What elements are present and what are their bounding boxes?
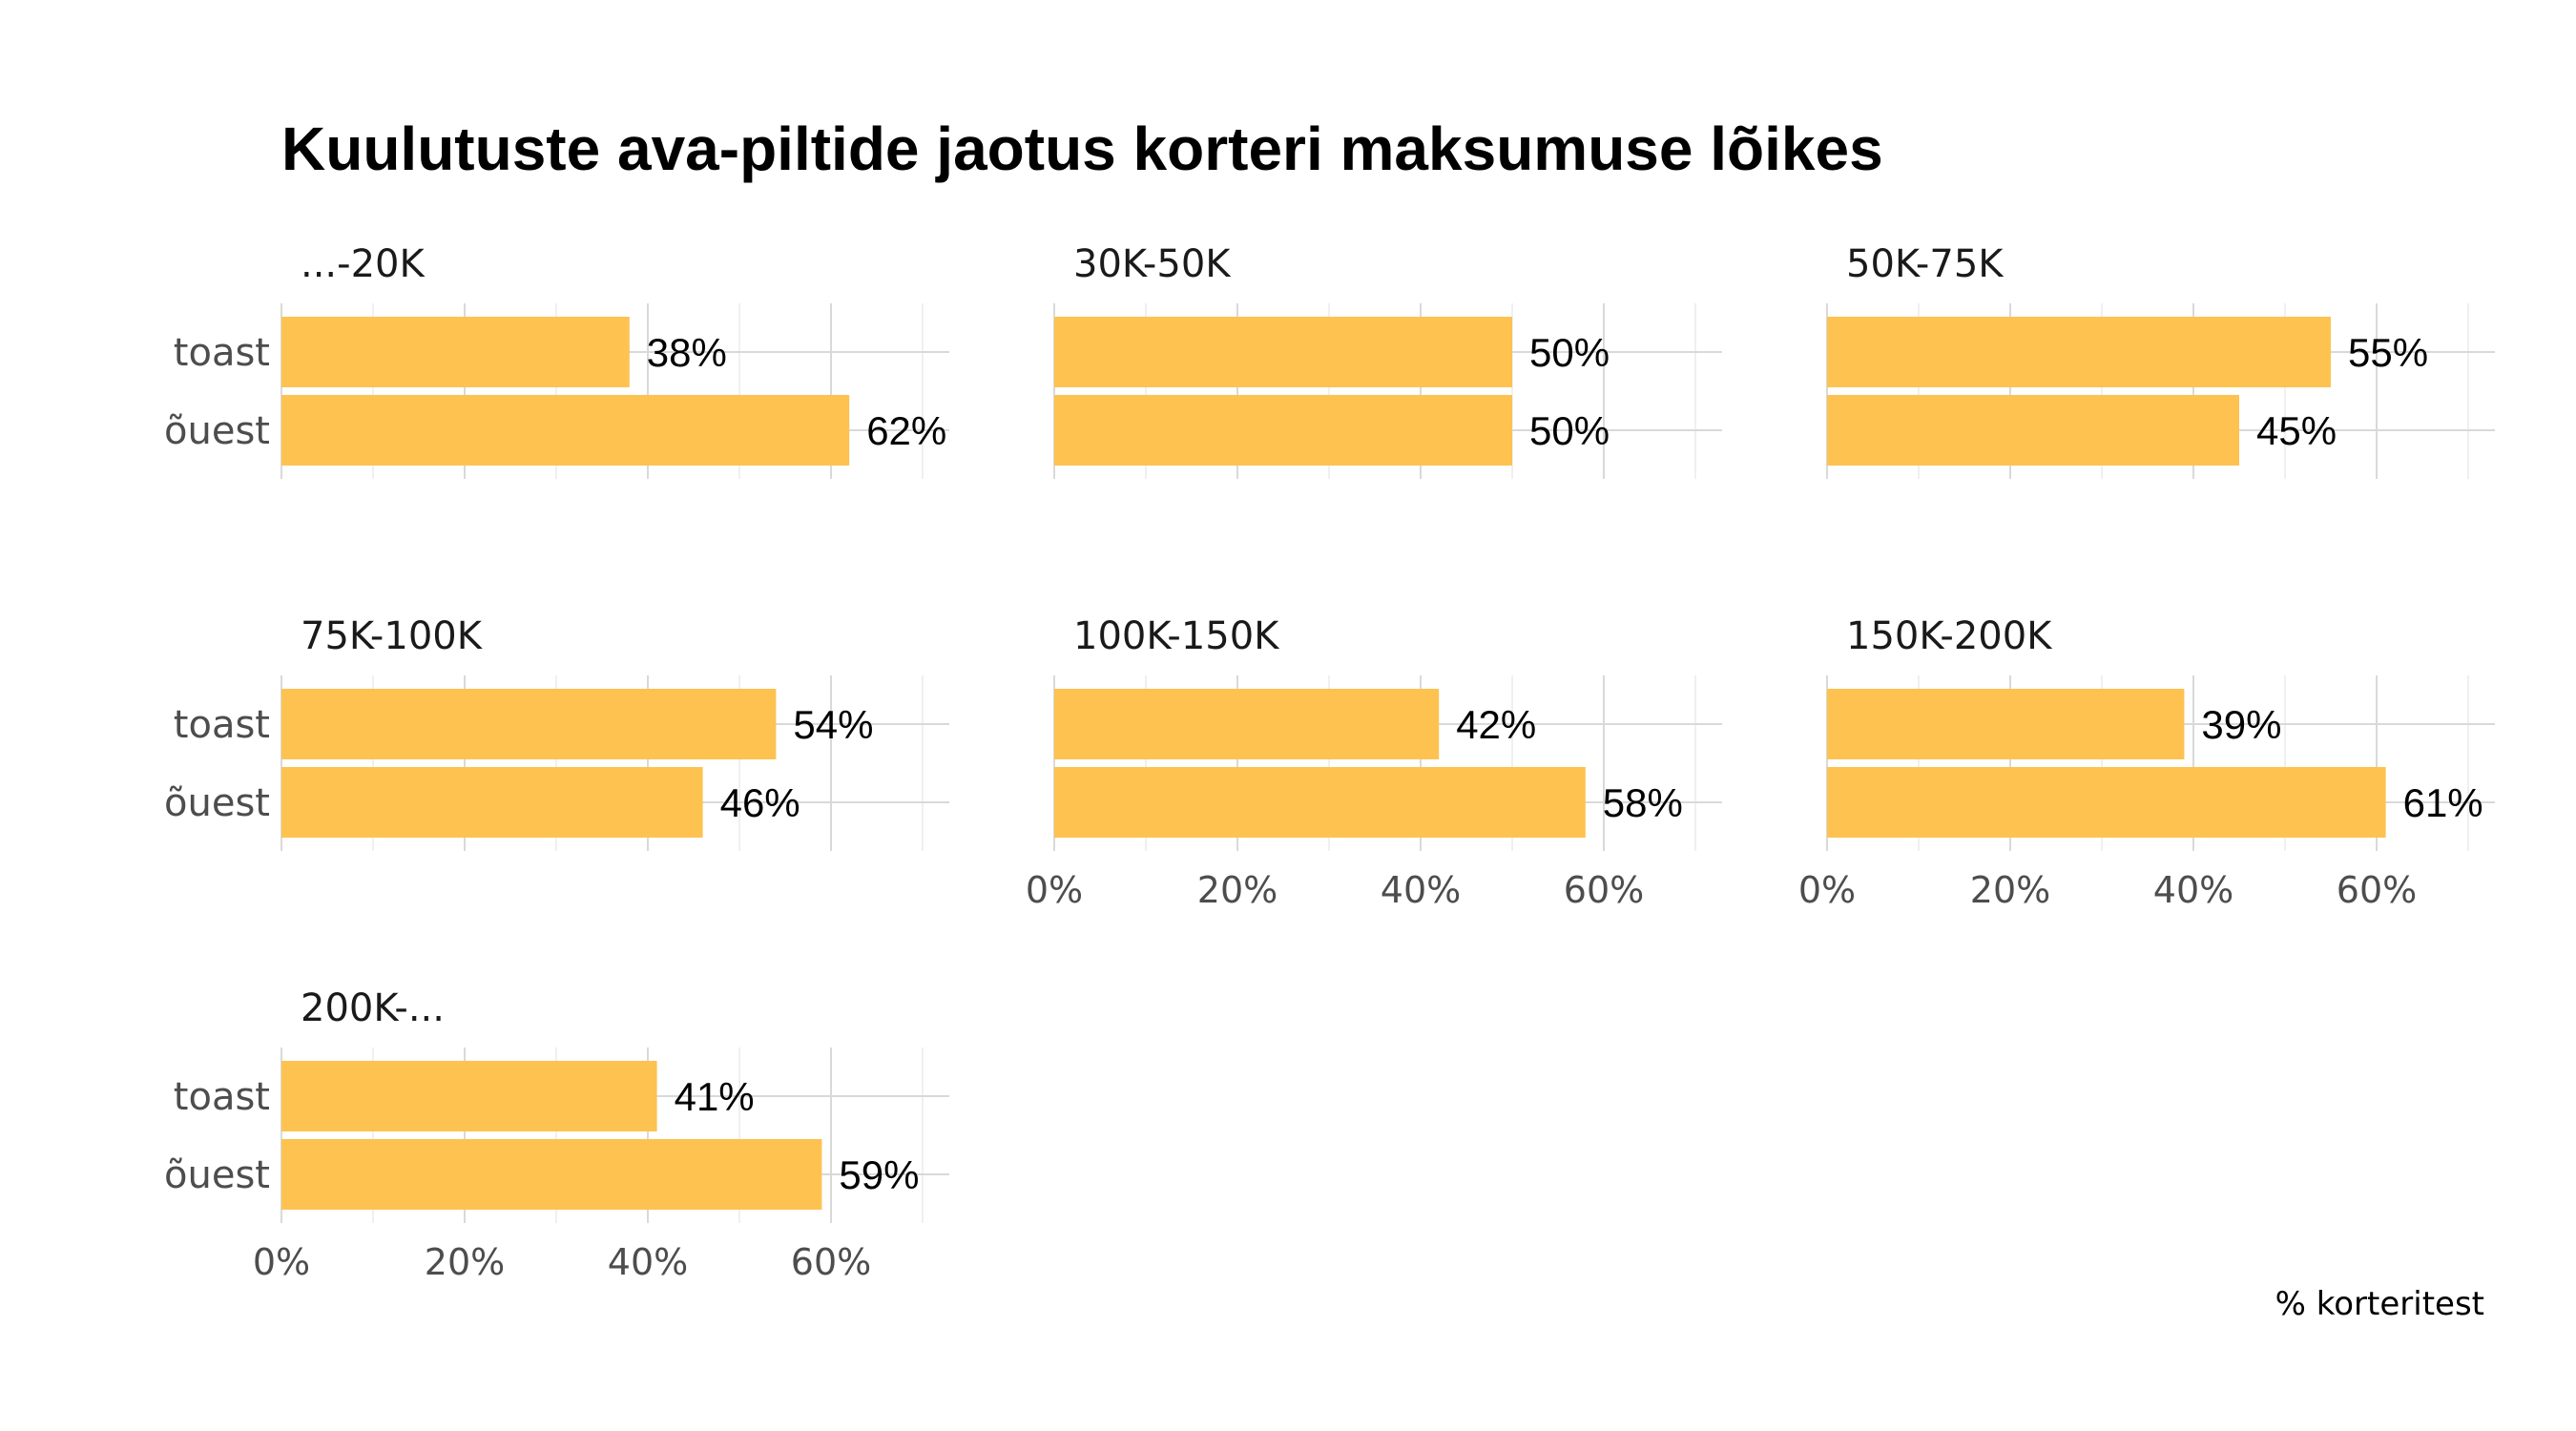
panel-label: 50K-75K	[1846, 242, 2005, 286]
x-tick-label: 20%	[1970, 869, 2050, 911]
panel-3: 75K-100K 54% 46% toast õuest	[164, 614, 949, 851]
x-tick-label: 40%	[2153, 869, 2233, 911]
x-tick-label: 0%	[1026, 869, 1083, 911]
x-tick-label: 20%	[1197, 869, 1278, 911]
x-tick-label: 60%	[1564, 869, 1644, 911]
value-label: 39%	[2201, 702, 2281, 747]
panel-0: ...-20K 38% 62% toast õuest	[164, 242, 949, 479]
panel-label: ...-20K	[301, 242, 426, 286]
x-tick-label: 20%	[425, 1241, 505, 1283]
value-label: 38%	[647, 330, 727, 375]
value-label: 46%	[720, 780, 800, 825]
value-label: 50%	[1529, 330, 1610, 375]
bar-category-toast	[281, 1061, 657, 1131]
value-label: 61%	[2403, 780, 2483, 825]
value-label: 45%	[2256, 408, 2337, 453]
panel-4: 100K-150K 42% 58% 0% 20% 40% 60%	[1026, 614, 1722, 911]
x-tick-label: 40%	[1381, 869, 1461, 911]
value-label: 55%	[2348, 330, 2428, 375]
panel-2: 50K-75K 55%45%	[1826, 242, 2495, 479]
panel-6: 200K-... 41% 59% toast õuest 0% 20% 40% 60%	[164, 986, 949, 1283]
category-label: toast	[174, 1075, 270, 1119]
category-label: toast	[174, 331, 270, 375]
bar-category-toast	[281, 317, 630, 387]
x-tick-label: 40%	[608, 1241, 688, 1283]
x-tick-label: 60%	[791, 1241, 871, 1283]
value-label: 62%	[866, 408, 946, 453]
bar-category-ouest	[1054, 395, 1512, 466]
value-label: 41%	[675, 1074, 755, 1119]
chart-caption: % korteritest	[2275, 1285, 2484, 1323]
panel-5: 150K-200K 39% 61% 0% 20% 40% 60%	[1798, 614, 2495, 911]
panel-bars: 41% 59%	[281, 1061, 919, 1210]
category-label: õuest	[164, 409, 270, 453]
chart-title: Kuulutuste ava-piltide jaotus korteri ma…	[281, 114, 1883, 183]
bar-category-ouest	[1827, 395, 2239, 466]
panel-bars: 55%45%	[1827, 317, 2428, 466]
panel-bars: 54% 46%	[281, 689, 873, 838]
panel-label: 100K-150K	[1073, 614, 1280, 658]
panel-1: 30K-50K 50% 50%	[1053, 242, 1722, 479]
bar-category-ouest	[281, 395, 850, 466]
bar-category-ouest	[1054, 767, 1586, 838]
bar-category-toast	[281, 689, 777, 759]
value-label: 50%	[1529, 408, 1610, 453]
panel-bars: 38% 62%	[281, 317, 946, 466]
panel-bars: 42% 58%	[1054, 689, 1683, 838]
bar-category-toast	[1054, 317, 1512, 387]
panels: ...-20K 38% 62% toast õuest 30K-50K 50% 50% 50K-…	[164, 242, 2495, 1283]
x-tick-label: 0%	[253, 1241, 310, 1283]
panel-label: 75K-100K	[301, 614, 484, 658]
bar-category-toast	[1054, 689, 1440, 759]
bar-category-toast	[1827, 689, 2185, 759]
panel-label: 200K-...	[301, 986, 445, 1030]
panel-bars: 50% 50%	[1054, 317, 1610, 466]
category-label: toast	[174, 703, 270, 747]
value-label: 58%	[1603, 780, 1683, 825]
panel-label: 30K-50K	[1073, 242, 1232, 286]
bar-category-ouest	[1827, 767, 2386, 838]
value-label: 42%	[1456, 702, 1536, 747]
x-tick-label: 0%	[1798, 869, 1856, 911]
category-label: õuest	[164, 1153, 270, 1197]
category-label: õuest	[164, 781, 270, 825]
bar-category-ouest	[281, 1139, 822, 1210]
x-tick-label: 60%	[2337, 869, 2417, 911]
panel-bars: 39% 61%	[1827, 689, 2483, 838]
bar-category-ouest	[281, 767, 703, 838]
panel-label: 150K-200K	[1846, 614, 2053, 658]
value-label: 54%	[793, 702, 873, 747]
bar-category-toast	[1827, 317, 2331, 387]
value-label: 59%	[839, 1152, 919, 1197]
